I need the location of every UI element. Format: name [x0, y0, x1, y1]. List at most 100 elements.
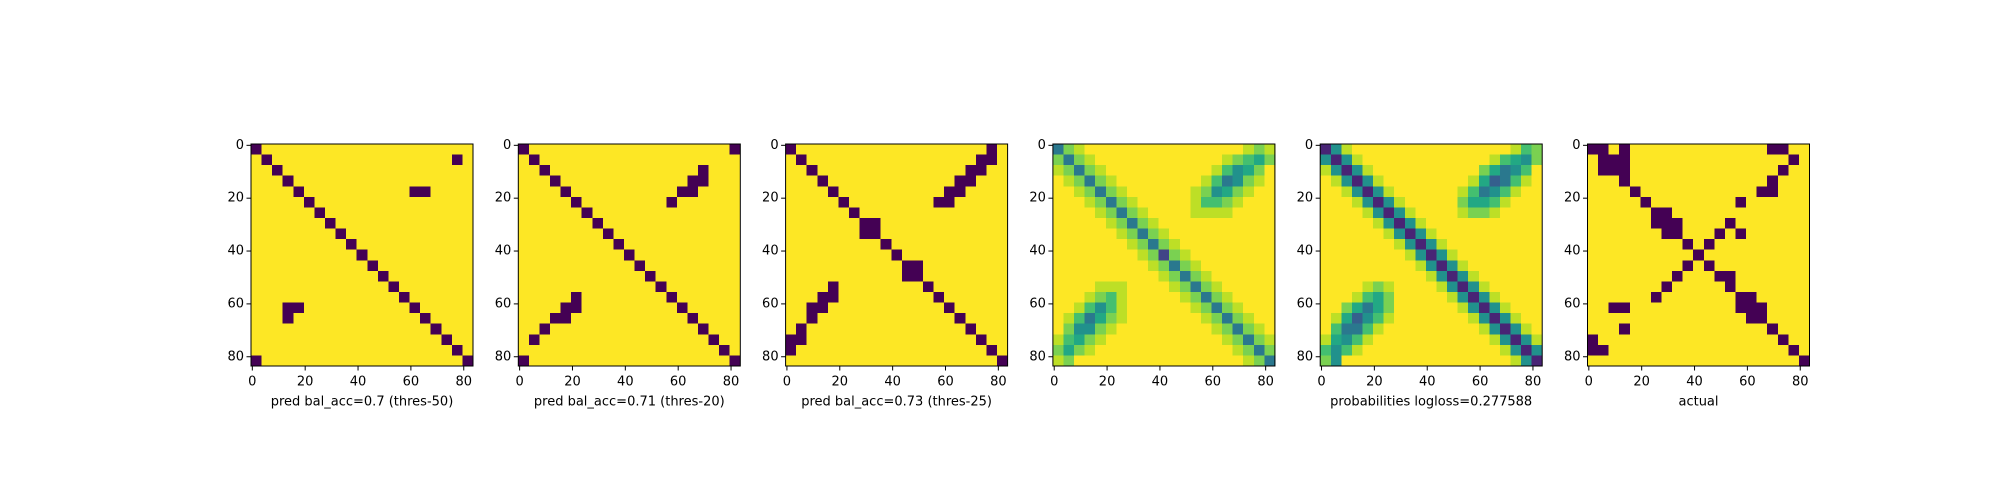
heatmap-cell	[1735, 270, 1747, 282]
heatmap-cell	[1478, 334, 1490, 346]
heatmap-cell	[1724, 144, 1736, 155]
heatmap-cell	[1531, 228, 1543, 240]
heatmap-cell	[1320, 302, 1332, 314]
heatmap-cell	[325, 154, 336, 166]
heatmap-cell	[1629, 281, 1641, 293]
heatmap-cell	[1629, 323, 1641, 335]
heatmap-cell	[581, 186, 593, 198]
heatmap-cell	[1693, 344, 1705, 356]
heatmap-cell	[1598, 175, 1610, 187]
heatmap-cell	[1629, 270, 1641, 282]
heatmap-cell	[261, 260, 273, 272]
heatmap-cell	[796, 313, 808, 325]
heatmap-cell	[1394, 355, 1406, 367]
heatmap-cell	[1598, 344, 1610, 356]
heatmap-cell	[1383, 144, 1395, 155]
heatmap-cell	[1735, 302, 1747, 314]
heatmap-cell	[1179, 175, 1191, 187]
heatmap-cell	[796, 207, 808, 219]
heatmap-cell	[1510, 228, 1522, 240]
heatmap-cell	[729, 239, 741, 251]
heatmap-cell	[420, 239, 432, 251]
heatmap-cell	[666, 334, 678, 346]
heatmap-cell	[785, 313, 797, 325]
heatmap-cell	[613, 344, 625, 356]
heatmap-cell	[1489, 144, 1501, 155]
heatmap-cell	[1499, 165, 1511, 177]
heatmap-cell	[1510, 196, 1522, 208]
heatmap-cell	[880, 249, 892, 261]
heatmap-cell	[933, 270, 945, 282]
axes-frame	[250, 143, 474, 367]
heatmap-cell	[1222, 334, 1234, 346]
heatmap-cell	[1232, 196, 1244, 208]
heatmap-cell	[975, 218, 987, 229]
heatmap-cell	[1105, 260, 1117, 272]
heatmap-cell	[1052, 175, 1064, 187]
heatmap-cell	[1598, 323, 1610, 335]
heatmap-cell	[1052, 207, 1064, 219]
heatmap-cell	[1084, 323, 1096, 335]
heatmap-cell	[314, 313, 326, 325]
heatmap-cell	[1383, 218, 1395, 229]
heatmap-cell	[901, 239, 913, 251]
heatmap-cell	[1788, 144, 1800, 155]
heatmap-cell	[1404, 207, 1416, 219]
heatmap-cell	[944, 196, 956, 208]
heatmap-cell	[377, 334, 389, 346]
y-tick-label: 80	[1564, 349, 1581, 364]
heatmap-cell	[1703, 260, 1715, 272]
heatmap-cell	[581, 270, 593, 282]
heatmap-cell	[1137, 239, 1149, 251]
heatmap-cell	[645, 165, 657, 177]
heatmap-cell	[346, 154, 358, 166]
heatmap-cell	[676, 144, 688, 155]
heatmap-cell	[719, 249, 731, 261]
heatmap-cell	[1351, 207, 1363, 219]
heatmap-cell	[859, 218, 871, 229]
heatmap-cell	[817, 344, 829, 356]
heatmap-cell	[1415, 144, 1427, 155]
heatmap-cell	[550, 302, 561, 314]
heatmap-cell	[1457, 239, 1469, 251]
heatmap-cell	[518, 260, 530, 272]
heatmap-cell	[1222, 249, 1234, 261]
heatmap-cell	[891, 313, 903, 325]
heatmap-cell	[261, 196, 273, 208]
heatmap-cell	[1137, 334, 1149, 346]
heatmap-cell	[1383, 196, 1395, 208]
heatmap-cell	[293, 154, 305, 166]
heatmap-cell	[785, 260, 797, 272]
heatmap-cell	[581, 175, 593, 187]
heatmap-cell	[880, 302, 892, 314]
heatmap-cell	[1415, 228, 1427, 240]
heatmap-cell	[634, 196, 646, 208]
heatmap-cell	[602, 355, 614, 367]
heatmap-cell	[550, 165, 561, 177]
heatmap-cell	[581, 260, 593, 272]
heatmap-cell	[1169, 207, 1181, 219]
heatmap-cell	[518, 313, 530, 325]
heatmap-cell	[451, 281, 463, 293]
heatmap-cell	[1767, 239, 1779, 251]
heatmap-cell	[1425, 196, 1437, 208]
heatmap-cell	[1629, 207, 1641, 219]
heatmap-cell	[849, 260, 860, 272]
heatmap-cell	[634, 292, 646, 303]
heatmap-cell	[986, 154, 998, 166]
heatmap-cell	[1587, 270, 1599, 282]
heatmap-cell	[251, 186, 262, 198]
heatmap-cell	[1158, 239, 1170, 251]
heatmap-cell	[954, 239, 966, 251]
heatmap-cell	[1478, 175, 1490, 187]
heatmap-cell	[1468, 323, 1480, 335]
heatmap-cell	[613, 144, 625, 155]
heatmap-cell	[1489, 239, 1501, 251]
heatmap-cell	[1788, 165, 1800, 177]
heatmap-cell	[655, 207, 667, 219]
heatmap-cell	[849, 218, 860, 229]
heatmap-cell	[1798, 154, 1810, 166]
heatmap-cell	[1521, 196, 1533, 208]
heatmap-cell	[1383, 249, 1395, 261]
heatmap-cell	[1521, 239, 1533, 251]
